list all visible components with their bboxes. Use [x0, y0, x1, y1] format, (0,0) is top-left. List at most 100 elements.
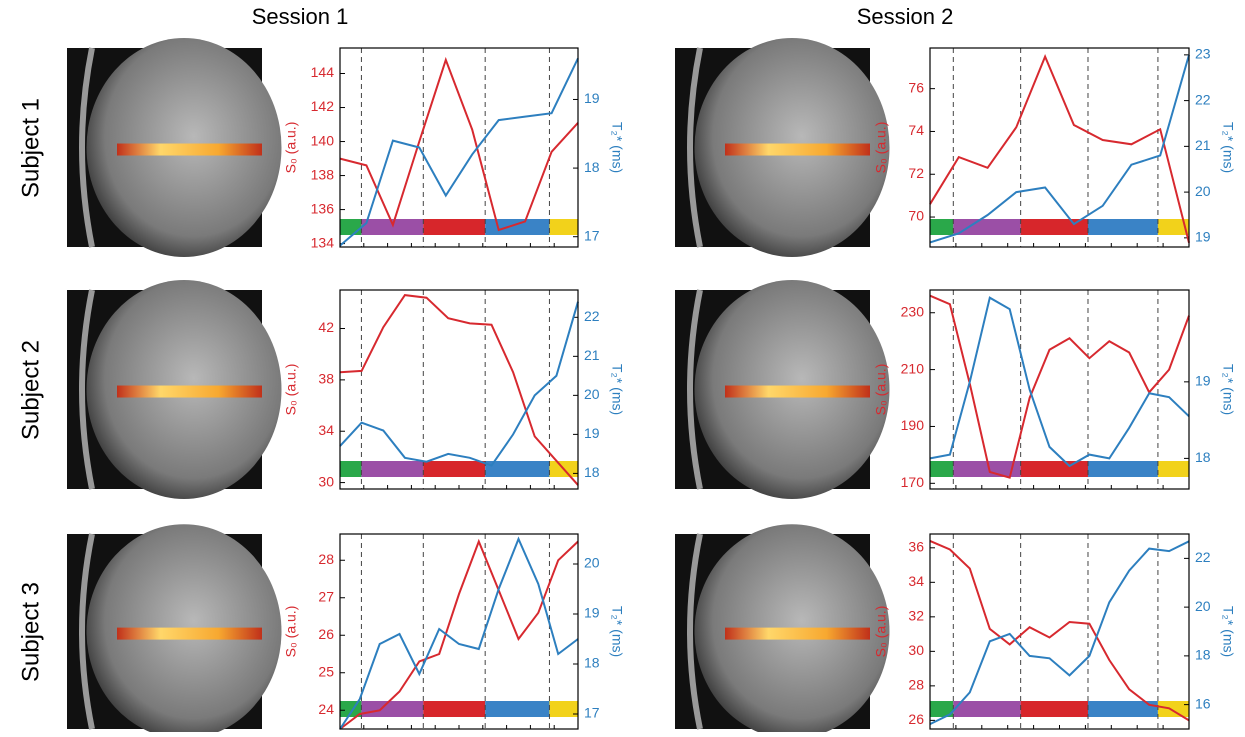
- phase-bar: [549, 219, 578, 235]
- row-title: Subject 1: [17, 98, 44, 198]
- phase-bar: [953, 701, 1021, 717]
- phase-bar: [340, 461, 362, 477]
- y-tick-label: 28: [908, 677, 924, 693]
- y-tick-label: 27: [318, 588, 334, 604]
- y2-tick-label: 21: [1195, 137, 1211, 153]
- y2-tick-label: 21: [584, 347, 600, 363]
- phase-bar: [1157, 701, 1189, 717]
- y-tick-label: 74: [908, 122, 924, 138]
- phase-bar: [1157, 219, 1189, 235]
- phase-bar: [340, 219, 362, 235]
- y2-tick-label: 20: [584, 386, 600, 402]
- row-title: Subject 2: [17, 340, 44, 440]
- y-tick-label: 26: [318, 626, 334, 642]
- y2-axis-label: T₂* (ms): [1220, 606, 1236, 657]
- phase-bar: [485, 219, 550, 235]
- y2-axis-label: T₂* (ms): [609, 364, 625, 415]
- y2-tick-label: 20: [1195, 183, 1211, 199]
- y2-tick-label: 19: [1195, 373, 1211, 389]
- y-tick-label: 24: [318, 701, 334, 717]
- y2-tick-label: 20: [1195, 598, 1211, 614]
- y2-tick-label: 22: [584, 308, 600, 324]
- y2-tick-label: 17: [584, 705, 600, 721]
- y-tick-label: 26: [908, 711, 924, 727]
- y2-tick-label: 22: [1195, 91, 1211, 107]
- mri-skull: [79, 533, 95, 730]
- plot-frame: [339, 289, 579, 490]
- y-axis-label: S₀ (a.u.): [283, 606, 299, 658]
- y2-tick-label: 18: [1195, 449, 1211, 465]
- y2-tick-label: 20: [584, 555, 600, 571]
- phase-bar: [549, 701, 578, 717]
- plot-frame: [929, 533, 1190, 730]
- column-title: Session 1: [252, 4, 349, 29]
- y2-tick-label: 22: [1195, 549, 1211, 565]
- y-tick-label: 34: [908, 573, 924, 589]
- phase-bar: [930, 701, 954, 717]
- y2-axis-label: T₂* (ms): [1220, 122, 1236, 173]
- y-tick-label: 210: [901, 360, 925, 376]
- y-tick-label: 25: [318, 663, 334, 679]
- y2-axis-label: T₂* (ms): [609, 122, 625, 173]
- phase-bar: [930, 219, 954, 235]
- y2-tick-label: 18: [1195, 647, 1211, 663]
- phase-bar: [1020, 461, 1088, 477]
- y-tick-label: 144: [311, 64, 335, 80]
- mri-activation: [117, 385, 262, 398]
- y2-tick-label: 23: [1195, 46, 1211, 62]
- series-line: [929, 540, 1190, 725]
- series-line: [339, 536, 579, 730]
- phase-bar: [485, 461, 550, 477]
- y2-tick-label: 19: [584, 425, 600, 441]
- phase-bar: [423, 701, 486, 717]
- phase-bar: [1087, 219, 1158, 235]
- y-tick-label: 30: [318, 473, 334, 489]
- y-axis-label: S₀ (a.u.): [873, 364, 889, 416]
- phase-bar: [1157, 461, 1189, 477]
- series-line: [929, 539, 1190, 722]
- series-line: [339, 301, 579, 467]
- y2-axis-label: T₂* (ms): [1220, 364, 1236, 415]
- y-tick-label: 34: [318, 422, 334, 438]
- y-tick-label: 138: [311, 166, 335, 182]
- phase-bar: [361, 461, 424, 477]
- phase-bar: [1020, 701, 1088, 717]
- mri-activation: [725, 627, 870, 640]
- y-tick-label: 170: [901, 474, 925, 490]
- phase-bar: [485, 701, 550, 717]
- series-line: [929, 54, 1190, 244]
- mri-skull: [687, 289, 703, 490]
- series-line: [339, 538, 579, 730]
- plot-frame: [339, 47, 579, 248]
- plot-frame: [929, 289, 1190, 490]
- y2-tick-label: 19: [584, 90, 600, 106]
- y2-tick-label: 19: [584, 605, 600, 621]
- series-line: [339, 57, 579, 247]
- y-axis-label: S₀ (a.u.): [873, 122, 889, 174]
- y-tick-label: 42: [318, 319, 334, 335]
- mri-skull: [79, 47, 95, 248]
- y2-tick-label: 18: [584, 159, 600, 175]
- phase-bar: [423, 461, 486, 477]
- phase-bar: [361, 219, 424, 235]
- series-line: [929, 296, 1190, 468]
- y-tick-label: 136: [311, 200, 335, 216]
- y2-tick-label: 18: [584, 655, 600, 671]
- row-title: Subject 3: [17, 582, 44, 682]
- plot-frame: [929, 47, 1190, 248]
- phase-bar: [1087, 461, 1158, 477]
- y-tick-label: 72: [908, 165, 924, 181]
- phase-bar: [1020, 219, 1088, 235]
- series-line: [929, 53, 1190, 243]
- y2-tick-label: 17: [584, 227, 600, 243]
- y-axis-label: S₀ (a.u.): [283, 364, 299, 416]
- column-title: Session 2: [857, 4, 954, 29]
- y2-axis-label: T₂* (ms): [609, 606, 625, 657]
- phase-bar: [953, 461, 1021, 477]
- phase-bar: [953, 219, 1021, 235]
- series-line: [929, 294, 1190, 479]
- mri-skull: [687, 47, 703, 248]
- mri-skull: [79, 289, 95, 490]
- mri-activation: [725, 143, 870, 156]
